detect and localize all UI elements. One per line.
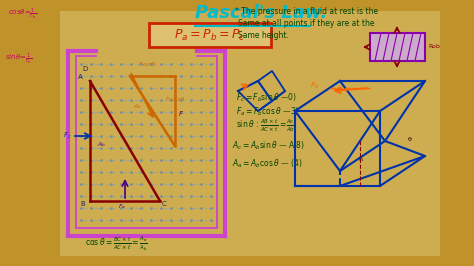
Text: h: h bbox=[358, 157, 362, 162]
Text: $A_c = A_b\sin\theta$ — A 8): $A_c = A_b\sin\theta$ — A 8) bbox=[232, 139, 305, 152]
Text: D: D bbox=[82, 66, 87, 72]
Text: $\sin\theta$ : $\frac{AB\times t}{AC\times t}$ =$\frac{Ac}{Ab}$: $\sin\theta$ : $\frac{AB\times t}{AC\tim… bbox=[236, 118, 295, 134]
FancyBboxPatch shape bbox=[149, 23, 271, 47]
Text: $A_b$: $A_b$ bbox=[133, 102, 142, 111]
Text: C: C bbox=[162, 201, 167, 207]
Text: $F_c$: $F_c$ bbox=[63, 131, 72, 141]
Text: $F_c = F_b \sin\theta$ —0): $F_c = F_b \sin\theta$ —0) bbox=[236, 92, 297, 105]
Text: A: A bbox=[78, 74, 83, 80]
Text: B: B bbox=[80, 201, 85, 207]
Text: $A_b$: $A_b$ bbox=[97, 140, 106, 149]
Text: $P_a = P_b = P_c$: $P_a = P_b = P_c$ bbox=[174, 27, 246, 43]
Text: $F_a$: $F_a$ bbox=[118, 202, 126, 211]
Text: $\cos\theta = \frac{BC\times t}{AC\times t} = \frac{A_a}{A_b}$: $\cos\theta = \frac{BC\times t}{AC\times… bbox=[85, 235, 147, 253]
Text: sinθ=$\frac{1}{F_b}$: sinθ=$\frac{1}{F_b}$ bbox=[5, 52, 32, 67]
Bar bbox=[370, 33, 425, 61]
Bar bbox=[60, 11, 440, 256]
Text: θ: θ bbox=[408, 137, 412, 142]
Text: $F_b$sinθ: $F_b$sinθ bbox=[138, 60, 156, 69]
Text: Rob: Rob bbox=[428, 44, 440, 49]
Text: $F_b$: $F_b$ bbox=[310, 81, 319, 91]
Text: $F$: $F$ bbox=[178, 109, 184, 118]
Text: $A_a = A_b\cos\theta$ — (4): $A_a = A_b\cos\theta$ — (4) bbox=[232, 157, 303, 169]
Text: Same height.: Same height. bbox=[238, 31, 289, 40]
Text: Pascal's Law.: Pascal's Law. bbox=[195, 4, 328, 22]
Text: Same at all points if they are at the: Same at all points if they are at the bbox=[238, 19, 374, 28]
Text: $F_b$cosθ: $F_b$cosθ bbox=[165, 95, 185, 104]
Text: * The pressure in a fluid at rest is the: * The pressure in a fluid at rest is the bbox=[235, 7, 378, 16]
Text: $F_a = F_b \cos\theta$ —3): $F_a = F_b \cos\theta$ —3) bbox=[236, 105, 299, 118]
Text: cosθ=$\frac{1}{F_b}$: cosθ=$\frac{1}{F_b}$ bbox=[8, 7, 37, 22]
